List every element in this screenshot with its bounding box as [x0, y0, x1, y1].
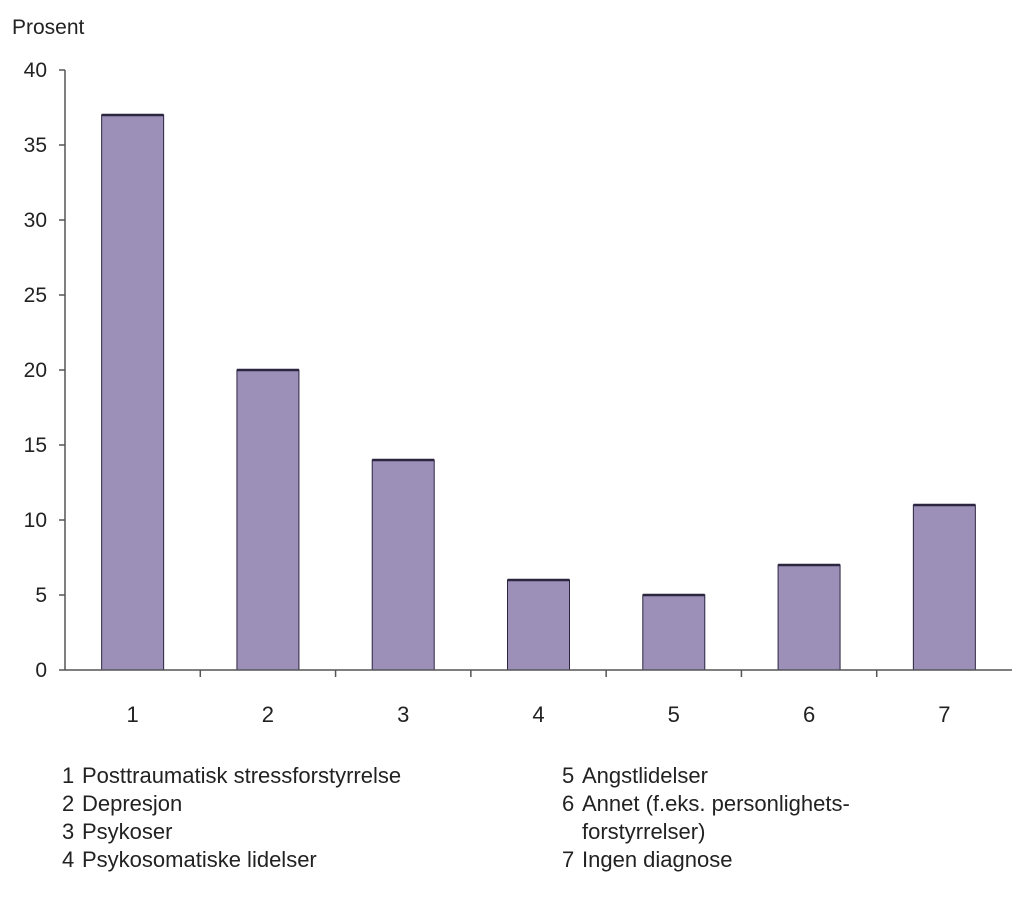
y-axis: 0 5 10 15 20 25 30 35 40	[24, 59, 66, 682]
x-tick-label: 6	[803, 702, 815, 727]
legend-item-number: 6	[562, 791, 575, 816]
legend-item-text: Angstlidelser	[582, 763, 708, 788]
legend-item: 5 Angstlidelser	[562, 762, 982, 790]
legend-item: 7 Ingen diagnose	[562, 846, 982, 874]
legend-item-number: 3	[62, 819, 75, 844]
legend-item-text: Depresjon	[82, 791, 183, 816]
legend-item-text: Ingen diagnose	[582, 847, 733, 872]
x-axis: 1 2 3 4 5 6 7	[65, 669, 1012, 727]
bar-4	[507, 579, 570, 671]
x-tick-label: 5	[668, 702, 680, 727]
legend-item-number: 4	[62, 847, 75, 872]
y-tick-label: 15	[24, 434, 47, 457]
legend-item-text: Psykoser	[82, 819, 173, 844]
y-tick-label: 25	[24, 284, 47, 307]
y-tick-label: 40	[24, 59, 47, 82]
legend-item-text: Psykosomatiske lidelser	[82, 847, 317, 872]
x-tick-label: 1	[127, 702, 139, 727]
legend-item: 6 Annet (f.eks. personlighets-forstyrrel…	[562, 790, 982, 846]
x-tick-label: 7	[938, 702, 950, 727]
legend-item-number: 5	[562, 763, 575, 788]
legend-column-left: 1 Posttraumatisk stressforstyrrelse 2 De…	[62, 762, 562, 874]
y-tick-label: 10	[24, 509, 47, 532]
y-tick-label: 20	[24, 359, 47, 382]
x-tick-label: 3	[397, 702, 409, 727]
x-tick-label: 2	[262, 702, 274, 727]
category-legend: 1 Posttraumatisk stressforstyrrelse 2 De…	[62, 762, 1002, 874]
bar-7	[912, 504, 976, 671]
bar-6	[777, 564, 841, 671]
y-axis-label: Prosent	[12, 16, 85, 39]
x-tick-label: 4	[532, 702, 544, 727]
legend-item-number: 7	[562, 847, 575, 872]
legend-item: 3 Psykoser	[62, 818, 562, 846]
bar-5	[642, 594, 706, 671]
legend-item-text: Posttraumatisk stressforstyrrelse	[82, 763, 402, 788]
y-tick-label: 35	[24, 134, 47, 157]
legend-item: 1 Posttraumatisk stressforstyrrelse	[62, 762, 562, 790]
bar-1	[101, 114, 165, 671]
bar-3	[371, 459, 435, 671]
legend-item-number: 1	[62, 763, 75, 788]
y-tick-label: 5	[35, 584, 47, 607]
y-tick-label: 0	[35, 659, 47, 682]
legend-item: 2 Depresjon	[62, 790, 562, 818]
legend-column-right: 5 Angstlidelser 6 Annet (f.eks. personli…	[562, 762, 982, 874]
bar-2	[236, 369, 300, 671]
bars	[101, 113, 976, 671]
y-tick-label: 30	[24, 209, 47, 232]
legend-item-number: 2	[62, 791, 75, 816]
legend-item-text: Annet (f.eks. personlighets-forstyrrelse…	[582, 791, 850, 844]
bar-chart: Prosent 0 5 10 15 20 25 30 35 40 1 2 3 4 5 6 7	[12, 16, 1012, 727]
legend-item: 4 Psykosomatiske lidelser	[62, 846, 562, 874]
